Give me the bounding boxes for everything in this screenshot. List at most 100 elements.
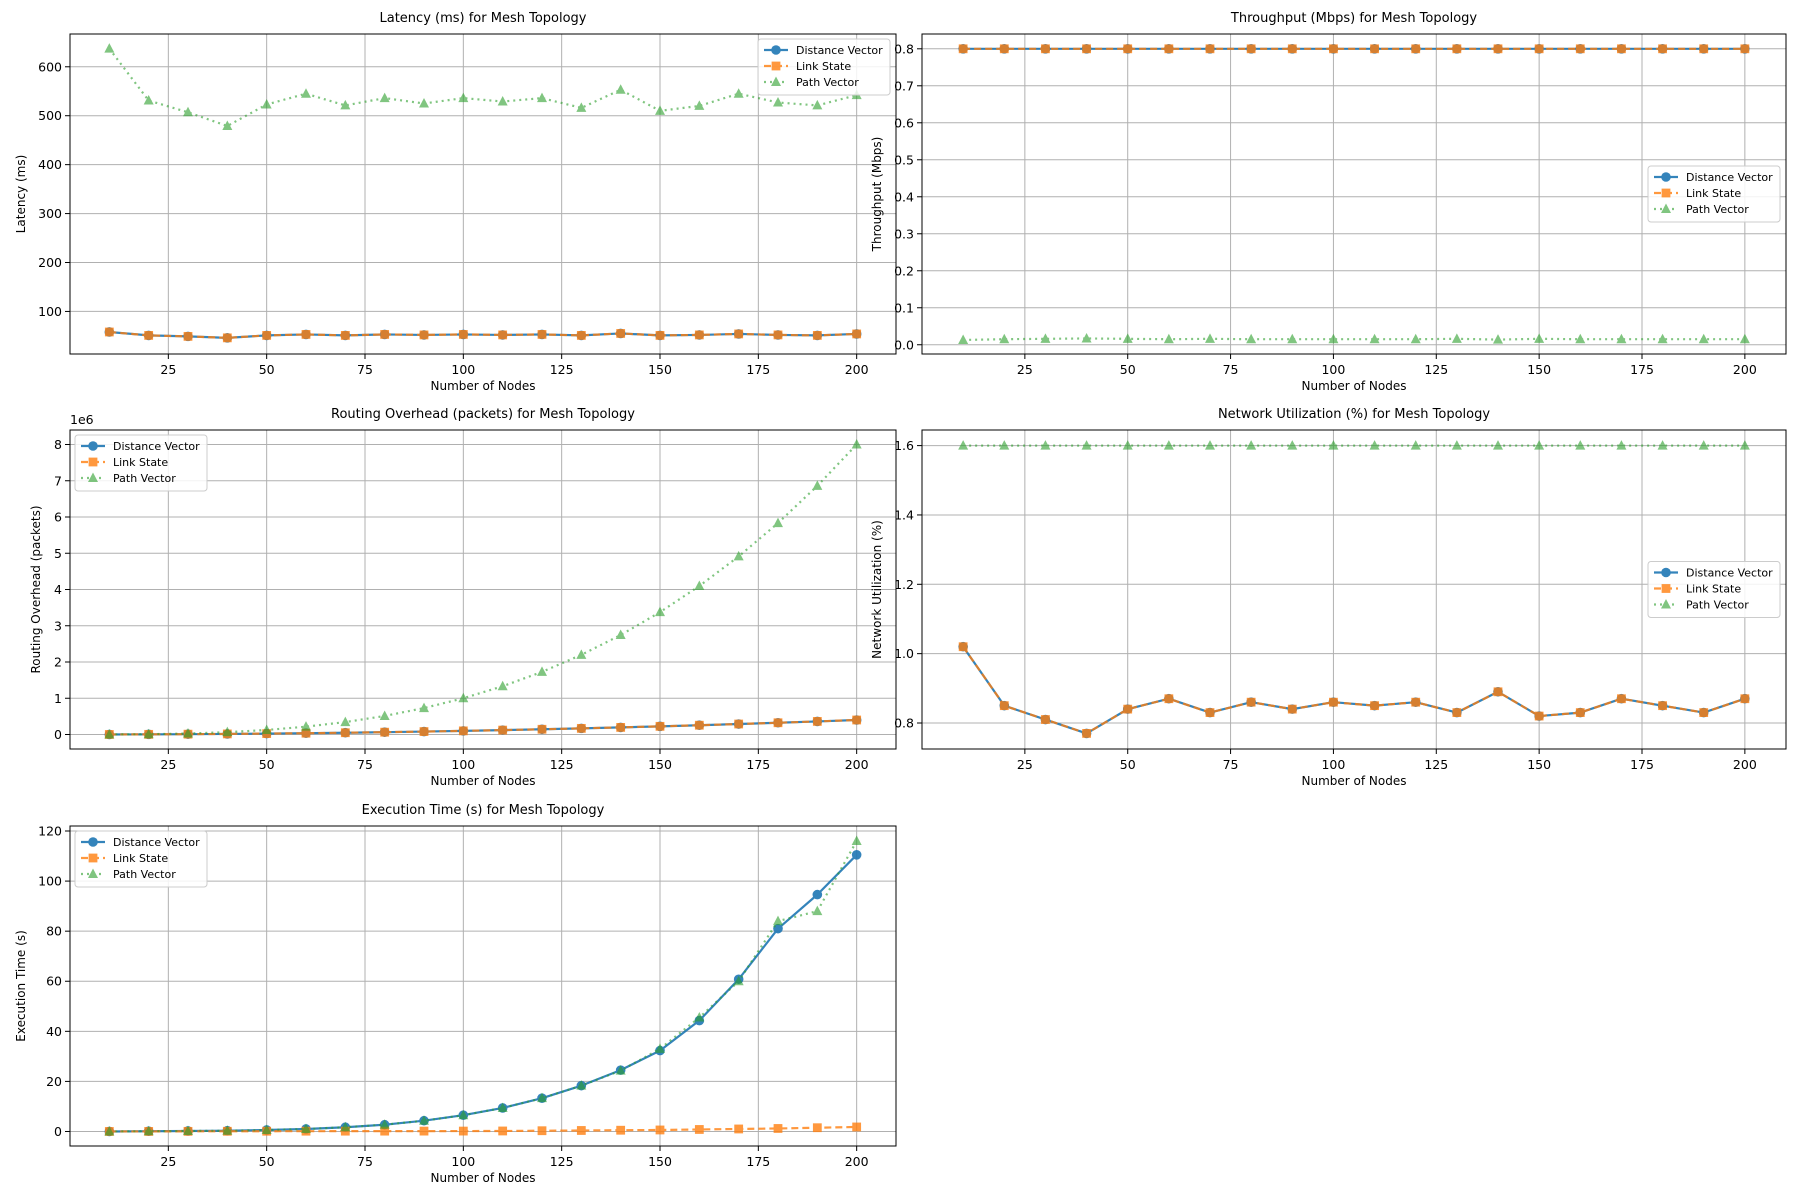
data-point [1451, 333, 1462, 343]
y-tick-label: 3 [54, 618, 62, 633]
y-tick-label: 0.2 [894, 263, 914, 278]
data-point [616, 1125, 626, 1135]
plot-area [104, 439, 862, 740]
legend: Distance Vector Link State Path Vector [74, 830, 208, 888]
data-point [812, 331, 822, 340]
x-tick-label: 50 [259, 757, 275, 772]
data-point [616, 329, 626, 338]
data-point [1123, 704, 1133, 714]
data-point [458, 330, 468, 339]
data-point [497, 1102, 508, 1112]
data-point [773, 915, 783, 926]
x-axis-label: Number of Nodes [431, 774, 536, 788]
legend-entry [1654, 172, 1678, 182]
series-distance-vector [104, 715, 862, 740]
data-point [1740, 694, 1750, 704]
data-point [301, 88, 311, 98]
data-point [733, 975, 744, 986]
series-line [109, 854, 858, 1133]
legend-label: Link State [113, 456, 168, 469]
y-axis-label: Routing Overhead (packets) [29, 505, 43, 673]
data-point [1081, 440, 1092, 450]
legend-box [1647, 165, 1781, 223]
data-point [1328, 333, 1339, 344]
data-point [1163, 440, 1174, 450]
data-point [1370, 44, 1379, 54]
data-point [733, 550, 744, 561]
x-tick-label: 200 [845, 1154, 869, 1169]
data-point [537, 1126, 547, 1136]
y-tick-label: 200 [38, 255, 62, 270]
y-tick-label: 0.3 [894, 226, 914, 241]
data-point [576, 723, 586, 733]
legend-marker [88, 853, 98, 863]
data-point [183, 331, 193, 341]
plot-frame [921, 33, 1787, 355]
data-point [537, 92, 547, 103]
chart-1: 25 50 75 100 125 150 175 200 100 200 300 400 500 600 L… [14, 11, 897, 393]
data-point [694, 330, 704, 340]
y-tick-label: 20 [46, 1074, 62, 1089]
data-point [576, 1080, 587, 1090]
series-line [109, 330, 857, 339]
y-tick-label: 0.5 [894, 152, 914, 167]
data-point [458, 1109, 469, 1120]
data-point [301, 728, 311, 738]
legend-marker [1661, 567, 1671, 578]
y-axis-label: Throughput (Mbps) [870, 137, 884, 253]
x-tick-label: 150 [648, 757, 672, 772]
y-tick-label: 8 [54, 437, 62, 452]
legend-marker [88, 837, 98, 847]
legend-marker [771, 61, 781, 71]
legend-marker [88, 868, 98, 878]
data-point [498, 1126, 508, 1136]
data-point [1163, 333, 1174, 344]
y-tick-label: 5 [54, 546, 62, 561]
x-tick-label: 150 [1527, 362, 1551, 377]
legend-entry [1654, 584, 1678, 593]
legend-label: Path Vector [113, 472, 176, 485]
legend-marker [1661, 203, 1671, 213]
data-point [340, 99, 351, 110]
data-point [655, 721, 665, 731]
data-point [615, 629, 626, 640]
data-point [1329, 697, 1338, 707]
data-point [1205, 708, 1215, 717]
data-point [958, 642, 968, 652]
legend-label: Distance Vector [113, 836, 200, 849]
data-point [1493, 334, 1503, 344]
data-point [999, 333, 1010, 344]
data-point [1082, 44, 1091, 54]
data-point [1534, 333, 1545, 343]
x-tick-label: 75 [357, 1154, 373, 1169]
y-tick-label: 1 [54, 691, 62, 706]
data-point [380, 1126, 390, 1136]
data-point [958, 44, 968, 54]
data-point [1246, 333, 1257, 344]
legend-marker [88, 457, 98, 467]
data-point [773, 1124, 783, 1133]
data-point [340, 1121, 351, 1132]
y-tick-label: 0.4 [894, 189, 914, 204]
data-point [340, 716, 351, 727]
x-tick-label: 25 [160, 1154, 176, 1169]
data-point [576, 331, 586, 340]
data-point [1658, 701, 1667, 711]
data-point [419, 330, 429, 340]
data-point [1205, 440, 1215, 450]
data-point [379, 1119, 390, 1129]
legend-entry [764, 76, 788, 86]
data-point [1246, 697, 1256, 707]
y-tick-label: 600 [38, 59, 62, 74]
legend-box [757, 38, 891, 96]
legend-label: Path Vector [1686, 203, 1749, 216]
data-point [183, 728, 193, 738]
legend-label: Distance Vector [1686, 567, 1773, 580]
data-point [1205, 44, 1215, 54]
series-line [109, 718, 857, 736]
y-tick-label: 100 [38, 874, 62, 889]
data-point [999, 44, 1009, 54]
data-point [734, 1124, 744, 1134]
plot-frame [69, 429, 897, 750]
y-tick-label: 0.0 [894, 337, 914, 352]
